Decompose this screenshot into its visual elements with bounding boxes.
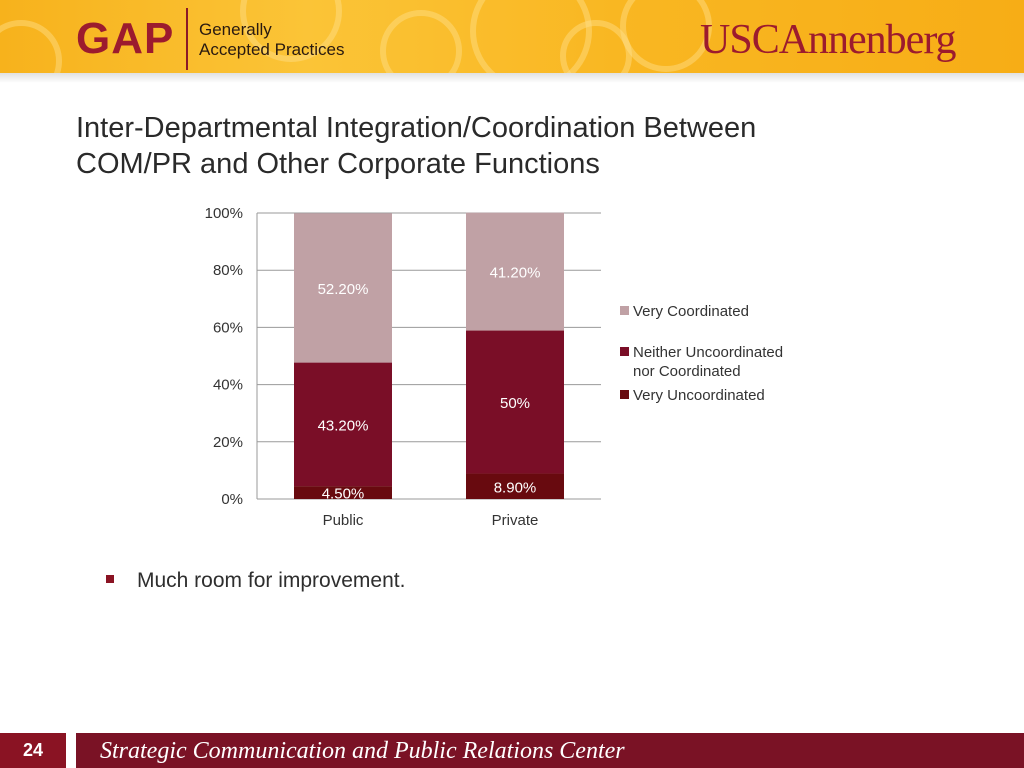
y-tick-label: 80%: [213, 262, 243, 279]
legend-swatch: [620, 390, 629, 399]
slide-title: Inter-Departmental Integration/Coordinat…: [76, 110, 956, 182]
bar-segment: [294, 486, 392, 499]
bar-segment: [466, 330, 564, 474]
bullet-text: Much room for improvement.: [137, 569, 406, 592]
footer-center-name: Strategic Communication and Public Relat…: [100, 738, 625, 764]
bar-segment: [294, 213, 392, 363]
footer-separator: [66, 733, 76, 768]
data-label: 8.90%: [494, 479, 537, 496]
legend-label: Very Uncoordinated: [633, 387, 765, 404]
y-tick-label: 60%: [213, 319, 243, 336]
page-number: 24: [0, 733, 66, 768]
header-banner: GAP Generally Accepted Practices USCAnne…: [0, 0, 1024, 73]
decorative-swirl: [380, 10, 462, 73]
y-tick-label: 20%: [213, 434, 243, 451]
stacked-bar-chart: 0% 20% 40% 60% 80% 100% 4.50% 43.20% 52.20% Publi…: [205, 205, 783, 529]
decorative-swirl: [620, 0, 712, 72]
legend-swatch: [620, 347, 629, 356]
legend-label: nor Coordinated: [633, 363, 741, 380]
data-label: 43.20%: [318, 417, 369, 434]
gap-logo-subtitle: Generally Accepted Practices: [199, 20, 345, 60]
gap-subtitle-line1: Generally: [199, 20, 272, 39]
gap-logo: GAP: [76, 14, 175, 63]
data-label: 41.20%: [490, 265, 541, 282]
y-tick-label: 100%: [205, 205, 243, 222]
bar-segment: [466, 473, 564, 499]
y-tick-label: 40%: [213, 377, 243, 394]
slide-title-line2: COM/PR and Other Corporate Functions: [76, 148, 600, 180]
data-label: 52.20%: [318, 281, 369, 298]
legend-label: Neither Uncoordinated: [633, 344, 783, 361]
data-label: 4.50%: [322, 486, 365, 503]
y-tick-label: 0%: [221, 491, 243, 508]
legend-label: Very Coordinated: [633, 303, 749, 320]
header-shadow: [0, 73, 1024, 83]
x-tick-label: Private: [492, 512, 539, 529]
bar-segment: [294, 362, 392, 487]
bar-segment: [466, 212, 564, 331]
logo-divider: [186, 8, 188, 70]
legend-swatch: [620, 306, 629, 315]
data-label: 50%: [500, 395, 530, 412]
decorative-swirl: [0, 20, 62, 73]
bullet-square-icon: [106, 575, 114, 583]
footer-bar: [0, 733, 1024, 768]
usc-annenberg-logo: USCAnnenberg: [700, 17, 957, 63]
slide-title-line1: Inter-Departmental Integration/Coordinat…: [76, 112, 757, 144]
gap-subtitle-line2: Accepted Practices: [199, 40, 345, 59]
x-tick-label: Public: [323, 512, 364, 529]
